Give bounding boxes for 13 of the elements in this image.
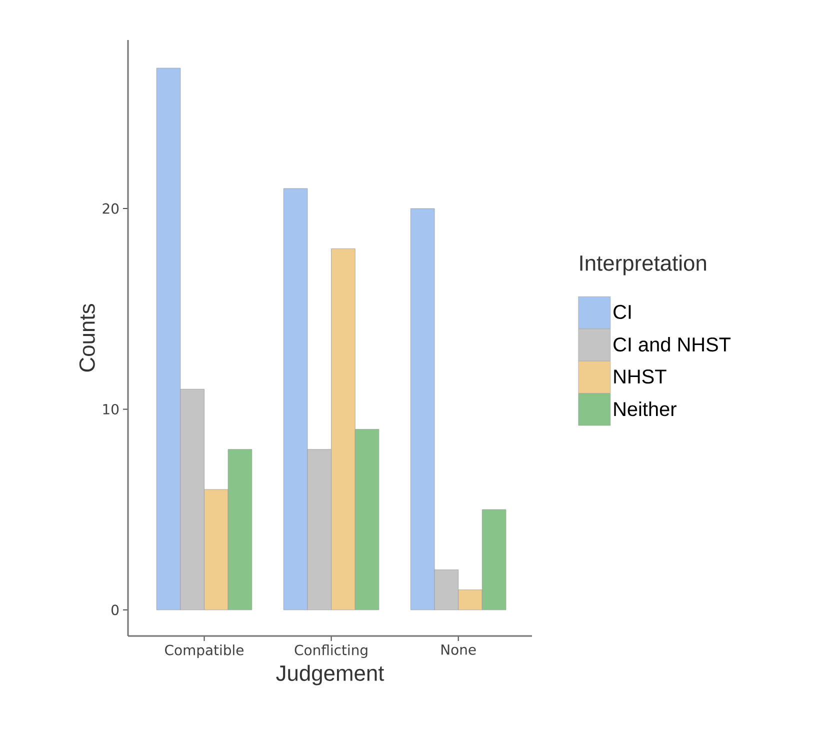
x-tick-label: Conflicting bbox=[294, 644, 368, 658]
x-tick-label: None bbox=[442, 644, 476, 655]
legend-label: Neither bbox=[614, 402, 676, 416]
legend-label: CI and NHST bbox=[614, 336, 731, 352]
x-axis-title: Judgement bbox=[276, 664, 384, 686]
x-tick-label: Compatible bbox=[165, 644, 244, 658]
y-tick-label: 10 bbox=[103, 404, 119, 415]
y-tick-label: 20 bbox=[102, 203, 119, 214]
legend-title: Interpretation bbox=[580, 254, 706, 276]
legend-label: NHST bbox=[614, 370, 666, 384]
y-axis-title: Counts bbox=[79, 304, 95, 372]
y-tick-label: 0 bbox=[112, 604, 119, 616]
legend-label: CI bbox=[614, 304, 631, 320]
